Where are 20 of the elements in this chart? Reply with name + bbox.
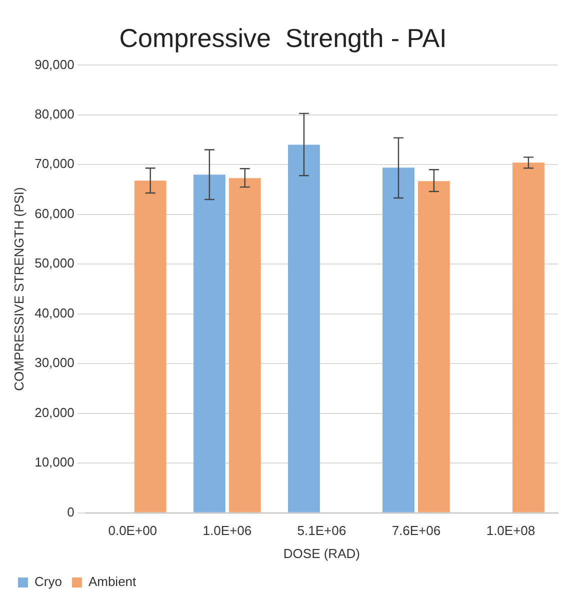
x-tick-label: 0.0E+00 [108,523,158,538]
y-tick-label: 0 [67,504,74,520]
y-tick-label: 70,000 [34,156,74,172]
x-axis-title: DOSE (RAD) [283,546,360,561]
x-tick-label: 5.1E+06 [297,523,346,538]
y-axis-title: COMPRESSIVE STRENGTH (PSI) [11,187,26,391]
y-tick-label: 80,000 [34,106,74,122]
y-tick-label: 90,000 [34,56,74,72]
y-tick-label: 50,000 [34,256,74,271]
y-tick-label: 60,000 [34,206,74,221]
legend-label: Cryo [34,574,62,590]
legend-label: Ambient [88,574,137,590]
y-tick-label: 30,000 [34,355,74,370]
y-tick-label: 20,000 [34,404,74,420]
chart-title: Compressive Strength - PAI [119,22,447,53]
x-tick-label: 7.6E+06 [392,523,441,538]
y-tick-label: 40,000 [34,305,74,320]
y-tick-label: 10,000 [34,454,74,470]
x-tick-label: 1.0E+06 [202,523,252,538]
x-tick-label: 1.0E+08 [486,523,536,538]
